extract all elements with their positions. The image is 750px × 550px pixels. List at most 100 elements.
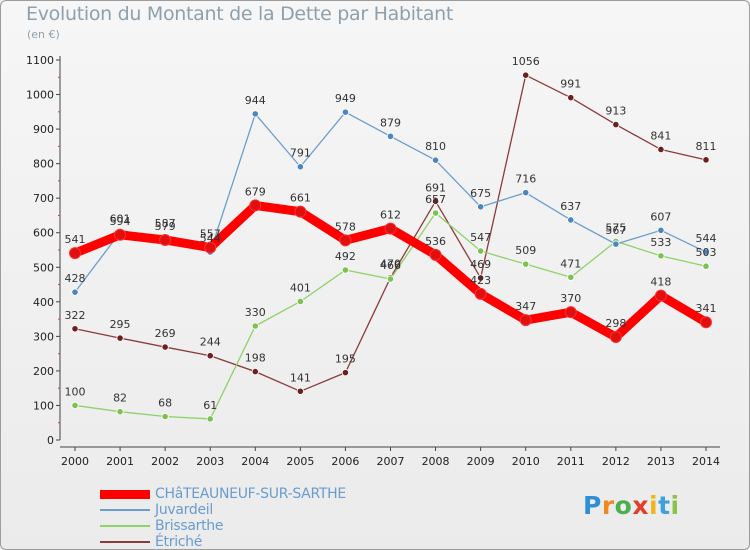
data-label: 544 [696,232,717,245]
data-point [114,228,127,241]
data-label: 198 [245,352,266,365]
data-label: 141 [290,371,311,384]
data-point [612,240,620,248]
data-label: 557 [200,228,221,241]
data-point [564,306,577,319]
data-point [386,132,395,140]
data-label: 428 [65,272,86,285]
data-label: 470 [380,258,401,271]
data-label: 991 [560,78,581,91]
data-point [296,297,304,306]
data-label: 594 [110,215,131,228]
data-point [161,412,169,421]
chart-data-labels: 541 594 579 557 679 661 578 612 536 423 347 370 298 4… [65,55,717,412]
data-label: 295 [110,318,131,331]
y-tick-label: 700 [33,192,54,205]
data-point [702,248,710,256]
data-label: 679 [245,185,266,198]
data-label: 509 [515,244,536,257]
x-tick-label: 2006 [331,455,359,468]
data-label: 587 [155,217,176,230]
data-point [567,273,575,281]
data-point [657,252,665,260]
data-point [159,233,172,246]
x-tick-label: 2004 [241,455,269,468]
legend-label: Brissarthe [155,518,224,534]
data-label: 691 [425,181,446,194]
data-label: 601 [110,212,131,225]
x-tick-label: 2010 [512,455,540,468]
data-point [341,369,350,377]
data-label: 810 [425,140,446,153]
data-label: 418 [650,276,671,289]
legend-item: Brissarthe [100,518,346,534]
data-label: 469 [470,258,491,271]
y-tick-label: 400 [33,296,54,309]
legend-label: Juvardeil [155,502,213,518]
data-point [431,209,440,217]
data-point [249,199,262,212]
data-label: 841 [650,129,671,142]
data-label: 637 [560,200,581,213]
y-tick-label: 500 [33,261,54,274]
data-label: 466 [380,259,401,272]
data-point [477,203,485,211]
data-label: 879 [380,116,401,129]
data-point [522,189,530,197]
data-point [477,274,485,282]
data-point [657,226,665,234]
data-label: 330 [245,306,266,319]
data-point [567,94,575,102]
legend-item: CHâTEAUNEUF-SUR-SARTHE [100,486,346,502]
data-label: 536 [425,235,446,248]
data-point [474,287,487,300]
data-label: 401 [290,281,311,294]
data-point [71,401,79,410]
legend-swatch [100,541,150,543]
data-point [431,197,440,205]
data-point [71,325,79,333]
legend-swatch [100,489,150,499]
data-point [522,71,530,79]
data-label: 82 [113,392,127,405]
data-point [251,110,259,118]
data-label: 575 [605,221,626,234]
x-tick-label: 2005 [286,455,314,468]
legend-label: Étriché [155,534,203,550]
data-label: 341 [696,302,717,315]
y-tick-label: 900 [33,123,54,136]
y-tick-label: 0 [47,434,54,447]
chart-axes: 0 100 200 300 400 500 600 700 800 900 1000 1100 2000… [26,54,720,468]
y-tick-label: 100 [33,399,54,412]
data-point [251,322,259,330]
data-label: 244 [200,336,221,349]
data-point [69,247,81,260]
x-tick-label: 2013 [647,455,675,468]
data-point [251,367,259,376]
x-tick-label: 2000 [61,455,89,468]
data-point [204,241,217,254]
data-point [429,248,442,261]
data-label: 298 [605,317,626,330]
data-point [702,156,710,164]
y-tick-label: 1100 [26,54,54,67]
proxiti-logo: Proxiti [583,491,680,520]
y-tick-label: 800 [33,158,54,171]
data-label: 657 [425,193,446,206]
x-tick-label: 2011 [557,455,585,468]
data-label: 547 [470,231,491,244]
data-label: 944 [245,94,266,107]
data-point [341,266,350,274]
data-point [296,387,304,395]
data-point [384,222,397,235]
data-point [612,121,620,129]
data-label: 578 [335,220,356,233]
legend-swatch [100,525,150,527]
data-label: 370 [560,292,581,305]
data-label: 949 [335,92,356,105]
data-label: 544 [200,232,221,245]
x-tick-label: 2002 [151,455,179,468]
line-chart: 0 100 200 300 400 500 600 700 800 900 1000 1100 2000… [26,54,720,468]
chart-title: Evolution du Montant de la Dette par Hab… [26,3,454,25]
legend-swatch [100,509,150,511]
